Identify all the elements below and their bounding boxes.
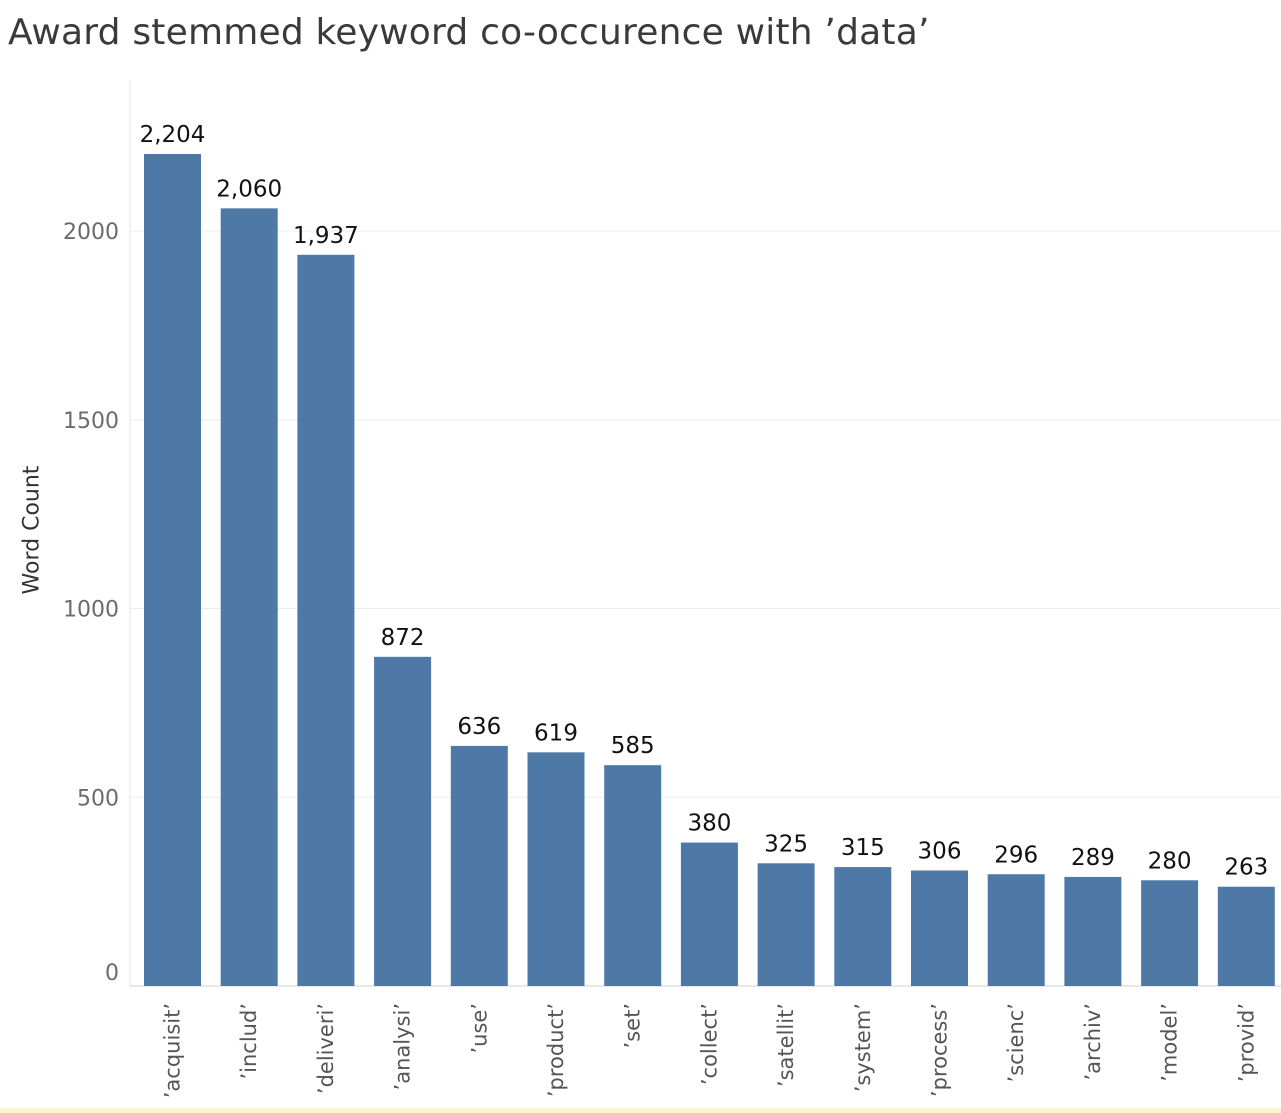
x-axis-ticks: ’acquisit’ ’includ’ ’deliveri’ ’analysi’ ’us… bbox=[161, 1003, 1259, 1098]
bar bbox=[220, 208, 278, 986]
data-label: 2,060 bbox=[216, 176, 282, 202]
data-label: 2,204 bbox=[140, 122, 206, 148]
data-label: 380 bbox=[687, 811, 731, 837]
x-tick-label: ’use’ bbox=[467, 1003, 491, 1054]
bars bbox=[144, 154, 1275, 987]
x-tick-label: ’model’ bbox=[1158, 1003, 1182, 1082]
bar bbox=[144, 154, 201, 986]
y-tick-label: 0 bbox=[105, 961, 119, 986]
bar bbox=[834, 867, 892, 986]
x-tick-label: ’system’ bbox=[851, 1003, 875, 1092]
data-labels: 2,204 2,060 1,937 872 636 619 585 380 325 315 306 2… bbox=[140, 122, 1269, 881]
data-label: 1,937 bbox=[293, 223, 359, 249]
bottom-scroll-strip bbox=[0, 1108, 1281, 1113]
data-label: 325 bbox=[764, 831, 808, 857]
data-label: 619 bbox=[534, 720, 578, 746]
x-tick-label: ’analysi’ bbox=[391, 1003, 415, 1090]
bar bbox=[1064, 876, 1122, 986]
y-tick-label: 2000 bbox=[63, 220, 119, 245]
y-tick-label: 1000 bbox=[63, 598, 119, 623]
bar bbox=[987, 874, 1045, 986]
x-tick-label: ’collect’ bbox=[697, 1003, 721, 1085]
data-label: 296 bbox=[994, 842, 1038, 868]
x-tick-label: ’provid’ bbox=[1234, 1003, 1258, 1082]
bar bbox=[757, 863, 815, 986]
bar bbox=[1217, 886, 1275, 986]
y-tick-label: 1500 bbox=[63, 409, 119, 434]
x-tick-label: ’acquisit’ bbox=[161, 1003, 185, 1098]
x-tick-label: ’deliveri’ bbox=[314, 1003, 338, 1094]
bar bbox=[527, 752, 585, 986]
data-label: 280 bbox=[1148, 848, 1192, 874]
data-label: 872 bbox=[381, 625, 425, 651]
x-tick-label: ’archiv’ bbox=[1081, 1003, 1105, 1081]
bar bbox=[1141, 880, 1199, 986]
data-label: 585 bbox=[611, 733, 655, 759]
y-axis-ticks: 0 500 1000 1500 2000 bbox=[63, 220, 119, 986]
data-label: 263 bbox=[1224, 855, 1268, 881]
x-tick-label: ’product’ bbox=[544, 1003, 568, 1097]
x-tick-label: ’scienc’ bbox=[1004, 1003, 1028, 1082]
bar bbox=[604, 765, 662, 986]
bar bbox=[911, 870, 968, 986]
x-tick-label: ’set’ bbox=[621, 1003, 645, 1048]
y-tick-label: 500 bbox=[77, 786, 119, 811]
bar bbox=[450, 745, 508, 986]
x-tick-label: ’process’ bbox=[928, 1003, 952, 1097]
bar bbox=[374, 656, 432, 986]
bar bbox=[680, 842, 738, 986]
x-tick-label: ’includ’ bbox=[237, 1003, 261, 1080]
chart-title: Award stemmed keyword co-occurence with … bbox=[8, 12, 930, 53]
x-tick-label: ’satellit’ bbox=[774, 1003, 798, 1087]
data-label: 636 bbox=[457, 714, 501, 740]
data-label: 306 bbox=[918, 838, 962, 864]
bar bbox=[297, 254, 355, 987]
data-label: 315 bbox=[841, 835, 885, 861]
data-label: 289 bbox=[1071, 845, 1115, 871]
